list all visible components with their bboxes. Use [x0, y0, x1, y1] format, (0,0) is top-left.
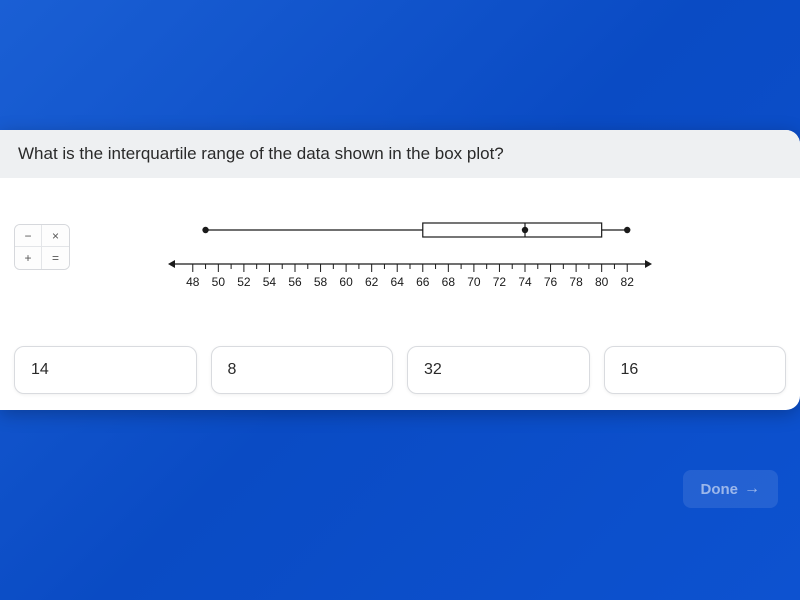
- answer-option-a[interactable]: 14: [14, 346, 197, 394]
- minus-button[interactable]: −: [15, 225, 42, 247]
- question-panel: What is the interquartile range of the d…: [0, 130, 800, 410]
- svg-text:58: 58: [314, 275, 328, 289]
- svg-text:54: 54: [263, 275, 277, 289]
- svg-text:78: 78: [569, 275, 583, 289]
- answer-row: 14 8 32 16: [0, 334, 800, 410]
- svg-text:82: 82: [621, 275, 635, 289]
- times-button[interactable]: ×: [42, 225, 69, 247]
- answer-option-c[interactable]: 32: [407, 346, 590, 394]
- svg-text:80: 80: [595, 275, 609, 289]
- svg-text:56: 56: [288, 275, 302, 289]
- boxplot-figure: 48 50 52 54 56 58 60 62 64 66 68 70 72 74 76 78 80 82: [140, 206, 660, 316]
- arrow-right-icon: →: [744, 480, 760, 498]
- done-label: Done: [701, 481, 739, 498]
- svg-text:52: 52: [237, 275, 251, 289]
- answer-option-d[interactable]: 16: [604, 346, 787, 394]
- done-button[interactable]: Done →: [683, 470, 779, 508]
- svg-text:48: 48: [186, 275, 200, 289]
- operator-toolbox: − × + =: [14, 224, 70, 270]
- svg-text:60: 60: [339, 275, 353, 289]
- equals-button[interactable]: =: [42, 247, 69, 269]
- plot-container: 48 50 52 54 56 58 60 62 64 66 68 70 72 74 76 78 80 82 − ×…: [0, 178, 800, 334]
- boxplot-area: 48 50 52 54 56 58 60 62 64 66 68 70 72 74 76 78 80 82: [0, 178, 800, 334]
- svg-text:50: 50: [212, 275, 226, 289]
- svg-text:64: 64: [391, 275, 405, 289]
- svg-text:76: 76: [544, 275, 558, 289]
- plus-button[interactable]: +: [15, 247, 42, 269]
- svg-text:74: 74: [518, 275, 532, 289]
- svg-text:62: 62: [365, 275, 379, 289]
- answer-option-b[interactable]: 8: [211, 346, 394, 394]
- svg-text:70: 70: [467, 275, 481, 289]
- svg-text:68: 68: [442, 275, 456, 289]
- svg-text:72: 72: [493, 275, 507, 289]
- question-text: What is the interquartile range of the d…: [0, 130, 800, 178]
- svg-text:66: 66: [416, 275, 430, 289]
